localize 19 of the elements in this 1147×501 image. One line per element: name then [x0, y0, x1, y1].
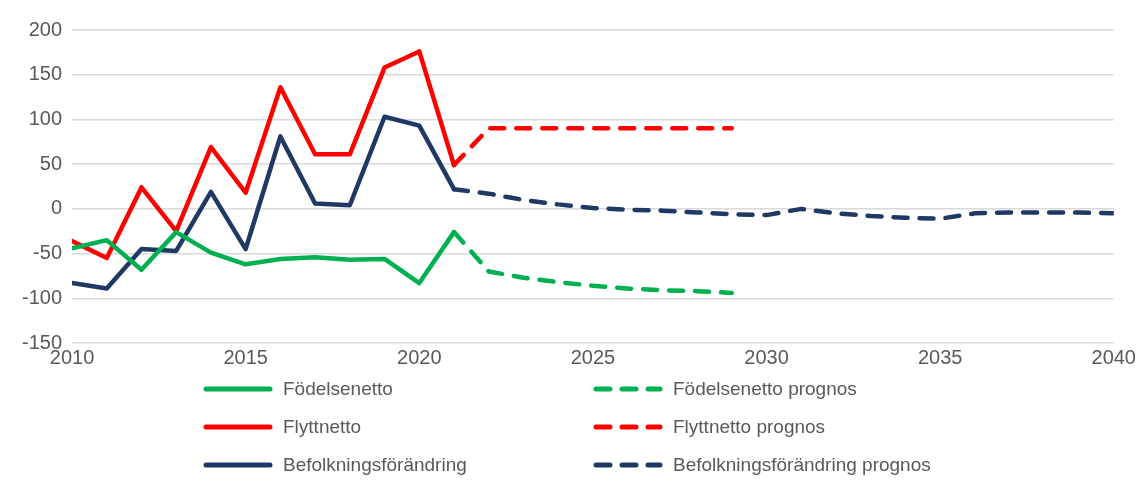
y-tick-label: 150	[28, 62, 63, 85]
y-tick-label: 100	[28, 106, 63, 129]
x-tick-label: 2040	[1091, 345, 1136, 368]
x-tick-label: 2015	[223, 345, 268, 368]
x-tick-label: 2030	[744, 345, 789, 368]
y-tick-label: 50	[39, 151, 63, 174]
legend-label: Befolkningsförändring	[283, 454, 467, 476]
legend-label: Födelsenetto prognos	[673, 378, 857, 400]
x-tick-label: 2035	[917, 345, 963, 368]
legend-label: Befolkningsförändring prognos	[673, 454, 931, 476]
legend-label: Flyttnetto	[283, 416, 362, 438]
y-tick-label: 0	[50, 196, 63, 219]
legend-label: Flyttnetto prognos	[673, 416, 826, 438]
y-tick-label: 200	[28, 17, 63, 40]
x-tick-label: 2020	[397, 345, 442, 368]
y-tick-label: -50	[33, 241, 63, 264]
x-tick-label: 2025	[570, 345, 616, 368]
y-tick-label: -100	[22, 285, 63, 308]
legend-label: Födelsenetto	[283, 378, 393, 400]
